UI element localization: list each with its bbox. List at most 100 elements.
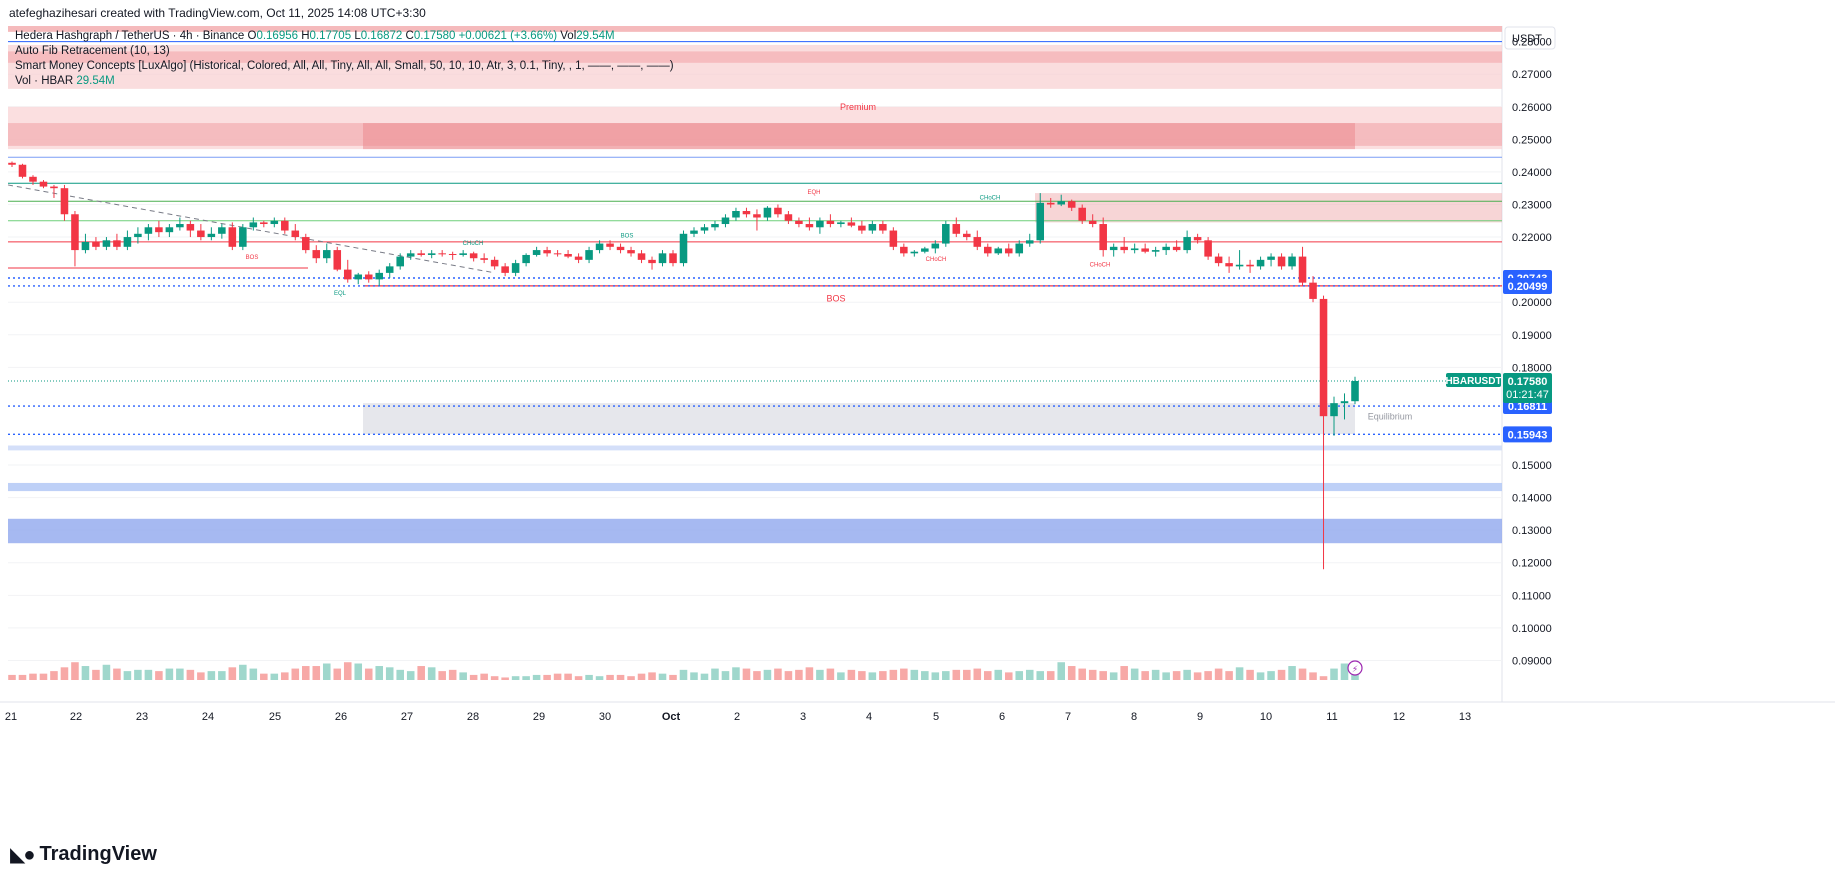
candle-body[interactable] [176,224,184,228]
candle-body[interactable] [805,224,814,228]
candle-body[interactable] [553,253,562,255]
candle-body[interactable] [364,274,373,280]
candle-body[interactable] [469,253,478,259]
candle-body[interactable] [144,227,153,234]
candle-body[interactable] [249,222,258,228]
candle-body[interactable] [228,227,237,247]
currency-selector[interactable] [1504,26,1556,50]
candle-body[interactable] [942,224,950,244]
candle-body[interactable] [973,237,982,247]
candle-body[interactable] [50,186,58,189]
candle-body[interactable] [753,214,761,218]
candle-body[interactable] [1246,264,1254,267]
candle-body[interactable] [595,243,604,251]
candle-body[interactable] [343,269,352,280]
candle-body[interactable] [60,188,69,215]
candle-body[interactable] [1025,240,1034,244]
candle-body[interactable] [281,220,289,231]
candle-body[interactable] [711,224,719,228]
candle-body[interactable] [417,253,425,255]
candle-body[interactable] [1351,381,1359,402]
candle-body[interactable] [29,176,37,182]
candle-body[interactable] [239,227,247,247]
candle-body[interactable] [763,207,772,218]
candle-body[interactable] [322,250,331,259]
candle-body[interactable] [92,241,100,247]
candle-body[interactable] [134,233,142,238]
candle-body[interactable] [480,258,488,260]
candle-body[interactable] [1267,256,1275,260]
candle-body[interactable] [858,225,866,231]
candle-body[interactable] [427,253,436,255]
candle-body[interactable] [543,250,551,254]
candle-body[interactable] [1109,246,1118,251]
candle-body[interactable] [123,237,132,247]
candle-body[interactable] [868,224,877,231]
candle-body[interactable] [963,233,971,238]
legend-smc[interactable]: Smart Money Concepts [LuxAlgo] (Historic… [15,60,674,72]
price-tag[interactable] [1503,277,1552,294]
candle-body[interactable] [155,227,163,233]
candle-body[interactable] [1288,256,1296,267]
candle-body[interactable] [1015,243,1024,254]
candle-body[interactable] [1193,237,1202,241]
candle-body[interactable] [795,220,803,225]
candle-body[interactable] [532,250,541,255]
candle-body[interactable] [816,220,824,228]
candle-body[interactable] [983,246,992,254]
candle-body[interactable] [102,240,111,247]
candle-body[interactable] [1078,207,1086,221]
candle-body[interactable] [1319,298,1328,417]
candle-body[interactable] [585,250,593,260]
candle-body[interactable] [354,274,363,280]
legend-symbol[interactable]: Hedera Hashgraph / TetherUS · 4h · Binan… [15,30,245,42]
candle-body[interactable] [742,210,751,215]
candle-body[interactable] [270,220,279,225]
candle-body[interactable] [438,253,446,255]
candle-body[interactable] [1004,248,1013,254]
candle-body[interactable] [679,233,688,264]
candle-body[interactable] [627,250,635,254]
candle-body[interactable] [81,241,90,251]
candle-body[interactable] [690,230,698,234]
candle-body[interactable] [616,246,625,251]
candle-body[interactable] [186,224,195,231]
candle-body[interactable] [291,230,300,238]
candle-body[interactable] [113,240,121,247]
candle-body[interactable] [501,266,509,273]
candle-body[interactable] [637,253,646,260]
candle-body[interactable] [1298,256,1307,283]
candle-body[interactable] [669,253,677,264]
candle-body[interactable] [207,233,216,238]
candle-body[interactable] [1340,401,1349,404]
legend-fib[interactable]: Auto Fib Retracement (10, 13) [15,45,170,57]
candle-body[interactable] [39,181,48,187]
candle-body[interactable] [1214,256,1223,264]
chart-area[interactable]: Premium Equilibrium BOS BOS BOS CHoCH CHoCH CHo… [0,26,1835,826]
candle-body[interactable] [1172,246,1181,251]
candle-body[interactable] [889,230,898,247]
candle-body[interactable] [165,227,174,233]
candle-body[interactable] [1309,282,1317,299]
candle-body[interactable] [1057,201,1065,205]
candle-body[interactable] [218,227,226,234]
candle-body[interactable] [522,254,530,264]
candle-body[interactable] [606,243,614,247]
candle-body[interactable] [648,259,656,264]
candle-body[interactable] [732,210,740,218]
candle-body[interactable] [511,263,520,273]
candle-body[interactable] [1183,237,1191,251]
candle-body[interactable] [302,237,310,251]
candle-body[interactable] [721,217,730,225]
candle-body[interactable] [910,251,919,254]
candle-body[interactable] [396,256,404,267]
candle-body[interactable] [952,224,961,234]
candle-body[interactable] [879,224,887,231]
candle-body[interactable] [1204,240,1212,257]
candle-body[interactable] [1120,246,1128,251]
candle-body[interactable] [921,248,929,252]
candle-body[interactable] [1225,263,1233,267]
price-tag[interactable] [1503,426,1552,443]
candle-body[interactable] [1130,248,1139,251]
candle-body[interactable] [994,248,1003,254]
